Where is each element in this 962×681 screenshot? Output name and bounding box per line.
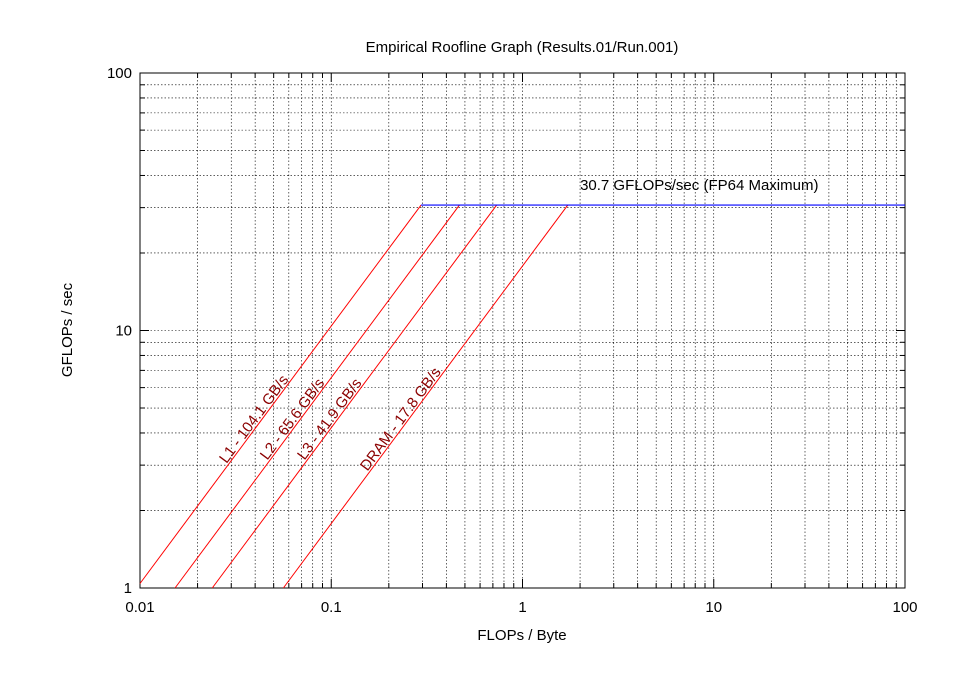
bandwidth-line bbox=[174, 204, 460, 589]
bandwidth-line bbox=[139, 204, 422, 584]
ticks bbox=[139, 73, 905, 589]
bandwidth-line bbox=[211, 204, 498, 589]
chart-title: Empirical Roofline Graph (Results.01/Run… bbox=[366, 39, 679, 56]
x-tick-label: 0.01 bbox=[125, 599, 154, 616]
y-tick-label: 1 bbox=[124, 580, 132, 597]
bandwidth-line bbox=[282, 204, 569, 589]
x-tick-label: 10 bbox=[705, 599, 722, 616]
bandwidth-label: DRAM - 17.8 GB/s bbox=[357, 364, 445, 474]
y-tick-labels: 1 10 100 bbox=[107, 65, 132, 597]
x-axis-label: FLOPs / Byte bbox=[477, 627, 566, 644]
x-tick-label: 0.1 bbox=[321, 599, 342, 616]
x-tick-label: 100 bbox=[892, 599, 917, 616]
bandwidth-labels: L1 - 104.1 GB/sL2 - 65.6 GB/sL3 - 41.9 G… bbox=[216, 364, 445, 474]
roof-label: 30.7 GFLOPs/sec (FP64 Maximum) bbox=[580, 177, 818, 194]
x-tick-label: 1 bbox=[518, 599, 526, 616]
y-tick-label: 100 bbox=[107, 65, 132, 82]
y-tick-label: 10 bbox=[115, 323, 132, 340]
bandwidth-lines bbox=[139, 204, 569, 589]
grid bbox=[139, 73, 905, 589]
y-axis-label: GFLOPs / sec bbox=[59, 282, 76, 377]
x-tick-labels: 0.01 0.1 1 10 100 bbox=[125, 599, 917, 616]
